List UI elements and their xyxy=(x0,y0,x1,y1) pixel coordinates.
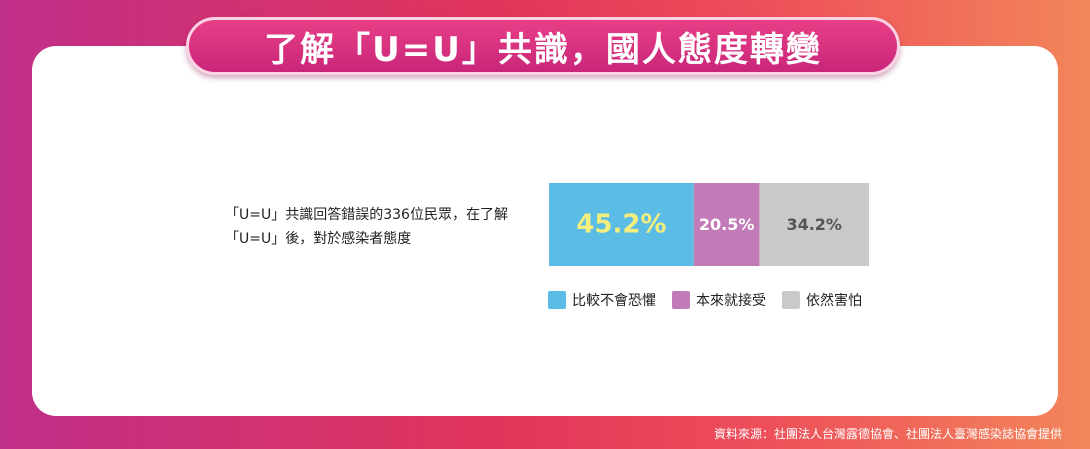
bar-segment-1 xyxy=(549,183,694,266)
category-label-line-2: 「U=U」後，對於感染者態度 xyxy=(225,231,412,247)
legend-swatch-blue xyxy=(548,291,566,309)
legend-label: 依然害怕 xyxy=(806,293,862,309)
legend-item-already-accept: 本來就接受 xyxy=(672,290,766,310)
legend-swatch-gray xyxy=(782,291,800,309)
title-banner: 了解「U=U」共識，國人態度轉變 xyxy=(186,17,900,75)
legend-item-less-fear: 比較不會恐懼 xyxy=(548,290,656,310)
legend-swatch-purple xyxy=(672,291,690,309)
bar-segment-2 xyxy=(693,183,760,266)
data-label-2: 20.5% xyxy=(699,215,755,234)
data-label-3: 34.2% xyxy=(786,215,842,234)
page-title: 了解「U=U」共識，國人態度轉變 xyxy=(264,29,822,70)
category-label-line-1: 「U=U」共識回答錯誤的336位民眾，在了解 xyxy=(225,207,508,223)
legend-label: 本來就接受 xyxy=(696,293,766,309)
source-note: 資料來源：社團法人台灣露德協會、社團法人臺灣感染誌協會提供 xyxy=(713,427,1062,441)
legend-item-still-afraid: 依然害怕 xyxy=(782,290,862,310)
data-label-1: 45.2% xyxy=(576,210,666,240)
legend-label: 比較不會恐懼 xyxy=(572,293,656,309)
chart-card xyxy=(32,46,1058,416)
category-label: 「U=U」共識回答錯誤的336位民眾，在了解 「U=U」後，對於感染者態度 xyxy=(225,203,545,251)
bar-segment-3 xyxy=(759,183,869,266)
legend: 比較不會恐懼 本來就接受 依然害怕 xyxy=(548,290,862,310)
